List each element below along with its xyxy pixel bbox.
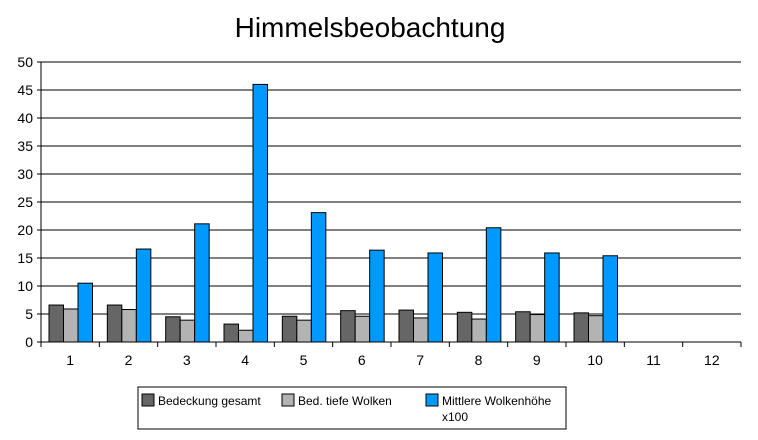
bar-2-7 [413, 317, 429, 343]
y-tick-label: 25 [17, 194, 33, 210]
y-tick-label: 20 [17, 222, 33, 238]
bar-1-4 [223, 323, 239, 343]
gridlines [41, 61, 741, 343]
bar-1-1 [48, 304, 64, 343]
bar-3-8 [485, 227, 502, 343]
legend-label-3: Mittlere Wolkenhöhe [442, 394, 551, 408]
x-tick-label: 7 [416, 352, 424, 368]
bar-2-2 [121, 309, 137, 343]
bar-1-10 [573, 312, 589, 343]
y-tick-label: 45 [17, 82, 33, 98]
x-tick-label: 10 [587, 352, 603, 368]
y-tick-label: 10 [17, 278, 33, 294]
bar-2-5 [296, 319, 312, 343]
legend-label-3: x100 [442, 410, 468, 424]
bar-2-4 [238, 329, 254, 343]
bar-3-1 [77, 282, 93, 343]
x-tick-label: 8 [475, 352, 483, 368]
y-tick-label: 0 [25, 334, 33, 350]
y-tick-label: 5 [25, 306, 33, 322]
legend-label-2: Bed. tiefe Wolken [298, 394, 392, 408]
bar-3-10 [602, 255, 618, 343]
bar-2-10 [588, 315, 604, 343]
y-tick-label: 15 [17, 250, 33, 266]
bar-3-9 [544, 252, 560, 343]
x-tick-label: 9 [533, 352, 541, 368]
bar-1-2 [106, 304, 123, 343]
bar-3-2 [135, 248, 152, 343]
x-tick-label: 1 [66, 352, 74, 368]
legend-label-1: Bedeckung gesamt [158, 394, 261, 408]
y-tick-label: 30 [17, 166, 33, 182]
bar-2-9 [529, 314, 546, 343]
bar-2-3 [179, 319, 196, 343]
x-tick-label: 11 [646, 352, 661, 368]
legend-swatch-2 [281, 393, 295, 407]
x-tick-label: 5 [300, 352, 308, 368]
bar-1-9 [515, 311, 531, 343]
bars [48, 83, 618, 343]
y-axis-ticks: 0 5 10 15 20 25 30 35 40 45 50 [17, 54, 41, 350]
bar-2-6 [354, 315, 371, 343]
legend-box [137, 386, 567, 430]
bar-2-8 [471, 318, 487, 343]
bar-2-1 [63, 308, 79, 343]
bar-1-5 [281, 315, 298, 343]
bar-1-6 [340, 310, 356, 343]
bar-3-4 [252, 83, 268, 343]
bar-3-3 [194, 223, 210, 343]
bar-3-5 [310, 212, 327, 343]
y-tick-label: 40 [17, 110, 33, 126]
legend: Bedeckung gesamt Bed. tiefe Wolken Mittler… [137, 386, 567, 430]
x-axis-ticks: 1 2 3 4 5 6 7 8 9 10 11 12 [40, 342, 742, 368]
x-tick-label: 6 [358, 352, 366, 368]
bar-1-8 [456, 311, 473, 343]
chart-title: Himmelsbeobachtung [235, 12, 506, 43]
y-tick-label: 50 [17, 54, 33, 70]
x-tick-label: 4 [241, 352, 249, 368]
x-tick-label: 12 [704, 352, 720, 368]
bar-3-6 [369, 249, 385, 343]
legend-swatch-1 [141, 393, 155, 407]
legend-swatch-3 [425, 393, 439, 407]
x-tick-label: 2 [125, 352, 133, 368]
bar-1-3 [165, 316, 181, 343]
bar-3-7 [427, 252, 443, 343]
x-tick-label: 3 [183, 352, 191, 368]
bar-1-7 [398, 309, 414, 343]
y-tick-label: 35 [17, 138, 33, 154]
